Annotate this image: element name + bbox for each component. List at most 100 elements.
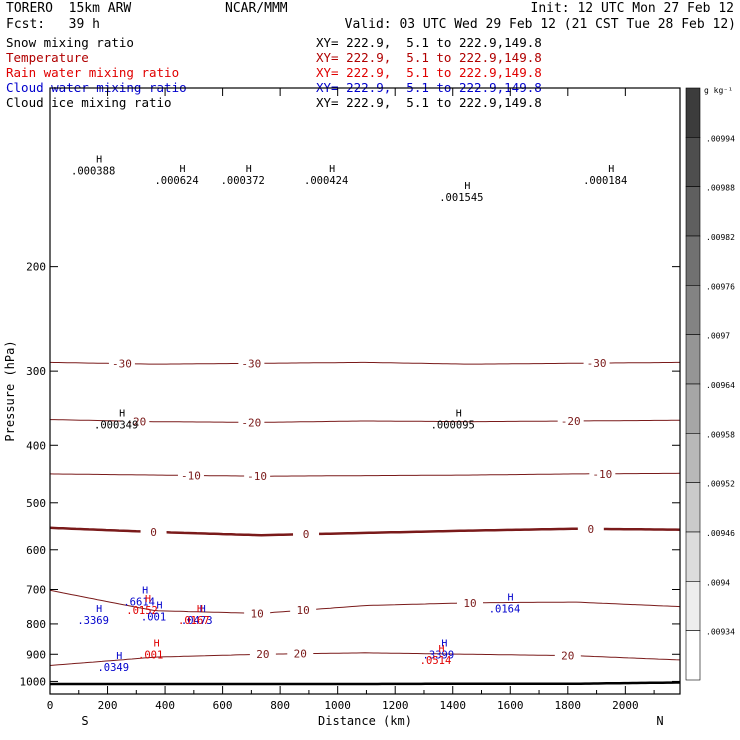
init-time: Init: 12 UTC Mon 27 Feb 12 [530, 1, 735, 16]
contour-label-bg-3-1 [177, 469, 204, 481]
extremum-h-3: H [246, 164, 252, 175]
extremum-h-18: H [441, 639, 447, 650]
contour-label-bg-4-2 [293, 528, 320, 540]
temperature-contour-4 [49, 526, 681, 537]
contour-label-2-2: -20 [241, 416, 261, 429]
x-tick-label-11: 2000 [612, 699, 639, 712]
y-tick-label-4: 500 [26, 497, 46, 510]
colorbar-segment-10 [685, 531, 701, 582]
y-tick-label-1: 200 [26, 261, 46, 274]
extremum-value-14: .0167 [178, 615, 210, 627]
contour-label-bg-6-1 [249, 648, 276, 660]
extremum-h-16: H [508, 592, 514, 603]
colorbar-unit: g kg⁻¹ [704, 86, 733, 95]
plot-frame [49, 87, 681, 695]
field-section-3: XY= 222.9, 5.1 to 222.9,149.8 [316, 65, 542, 80]
extremum-h-12: H [96, 604, 102, 615]
forecast-hour: Fcst: 39 h [6, 17, 100, 32]
extremum-h-5: H [464, 181, 470, 192]
contour-label-bg-5-3 [457, 596, 483, 608]
extremum-value-5: .001545 [439, 192, 483, 204]
field-section-2: XY= 222.9, 5.1 to 222.9,149.8 [316, 50, 542, 65]
colorbar-tick-label-10: .0094 [706, 578, 730, 587]
colorbar-tick-label-2: .00988 [706, 184, 735, 193]
colorbar-tick-label-3: .00982 [706, 233, 735, 242]
colorbar-segment-6 [685, 334, 701, 385]
endpoint-left: S [81, 714, 88, 728]
colorbar-segment-12 [685, 630, 701, 681]
extremum-value-3: .000372 [221, 175, 265, 187]
colorbar-tick-label-5: .0097 [706, 332, 730, 341]
field-name-2: Temperature [6, 50, 89, 65]
contour-label-6-1: 20 [256, 648, 269, 661]
extremum-value-15: .001 [138, 650, 163, 662]
contour-label-bg-6-3 [554, 649, 581, 661]
extremum-h-7: H [119, 409, 125, 420]
x-tick-label-4: 600 [213, 699, 233, 712]
contour-label-2-1: -20 [126, 415, 146, 428]
y-axis-label: Pressure (hPa) [3, 340, 17, 441]
y-tick-label-7: 800 [26, 618, 46, 631]
contour-label-1-3: -30 [587, 357, 607, 370]
field-name-3: Rain water mixing ratio [6, 65, 180, 80]
field-section-4: XY= 222.9, 5.1 to 222.9,149.8 [316, 80, 542, 95]
surface-line [50, 681, 680, 686]
colorbar-tick-label-11: .00934 [706, 628, 735, 637]
extremum-value-10: .0152 [126, 605, 158, 617]
contour-label-bg-1-2 [238, 357, 265, 369]
valid-time: Valid: 03 UTC Wed 29 Feb 12 (21 CST Tue … [344, 17, 736, 32]
extremum-value-8: .000095 [431, 420, 475, 432]
contour-label-1-2: -30 [241, 357, 261, 370]
y-tick-label-9: 1000 [20, 675, 47, 688]
field-name-4: Cloud water mixing ratio [6, 80, 187, 95]
organization-label: NCAR/MMM [225, 1, 288, 16]
x-tick-label-8: 1400 [439, 699, 466, 712]
extremum-value-6: .000184 [583, 175, 627, 187]
contour-label-bg-4-3 [577, 522, 604, 534]
contour-label-5-1: 10 [250, 607, 263, 620]
y-tick-label-6: 700 [26, 584, 46, 597]
colorbar-segment-8 [685, 433, 701, 483]
contour-label-bg-3-3 [589, 467, 616, 479]
colorbar-tick-label-8: .00952 [706, 480, 735, 489]
extremum-h-15: H [154, 639, 160, 650]
contour-label-bg-1-1 [108, 357, 135, 369]
contour-label-1-1: -30 [112, 358, 132, 371]
x-tick-label-7: 1200 [382, 699, 409, 712]
colorbar-segment-4 [685, 235, 701, 286]
x-tick-label-1: 0 [47, 699, 54, 712]
temperature-contour-6 [49, 652, 681, 666]
contour-label-bg-6-2 [287, 647, 314, 659]
extremum-value-16: .0164 [489, 603, 521, 615]
extremum-h-13: H [200, 604, 206, 615]
x-tick-label-2: 200 [98, 699, 118, 712]
contour-label-bg-5-1 [244, 607, 271, 619]
y-tick-label-2: 300 [26, 365, 46, 378]
x-tick-label-6: 1000 [324, 699, 351, 712]
x-tick-label-5: 800 [270, 699, 290, 712]
contour-label-6-2: 20 [294, 648, 307, 661]
x-tick-label-10: 1800 [555, 699, 582, 712]
colorbar-tick-label-1: .00994 [706, 134, 735, 143]
colorbar-segment-5 [685, 285, 701, 335]
contour-label-5-3: 10 [463, 597, 476, 610]
extremum-h-2: H [180, 164, 186, 175]
extremum-value-4: .000424 [304, 175, 348, 187]
colorbar-tick-label-4: .00976 [706, 282, 735, 291]
contour-label-3-1: -10 [181, 469, 201, 482]
contour-label-4-3: 0 [588, 523, 595, 536]
contour-label-3-3: -10 [592, 468, 612, 481]
colorbar-segment-11 [685, 581, 701, 631]
colorbar-segment-1 [685, 87, 701, 138]
extremum-h-10: H [145, 594, 151, 605]
colorbar-segment-2 [685, 137, 701, 187]
temperature-contour-2 [50, 419, 680, 423]
x-tick-label-9: 1600 [497, 699, 524, 712]
colorbar-tick-label-9: .00946 [706, 529, 735, 538]
contour-label-bg-2-2 [238, 416, 265, 428]
extremum-value-7: .000349 [94, 420, 138, 432]
contour-label-5-2: 10 [297, 604, 310, 617]
extremum-h-17: H [116, 651, 122, 662]
extremum-h-4: H [329, 164, 335, 175]
